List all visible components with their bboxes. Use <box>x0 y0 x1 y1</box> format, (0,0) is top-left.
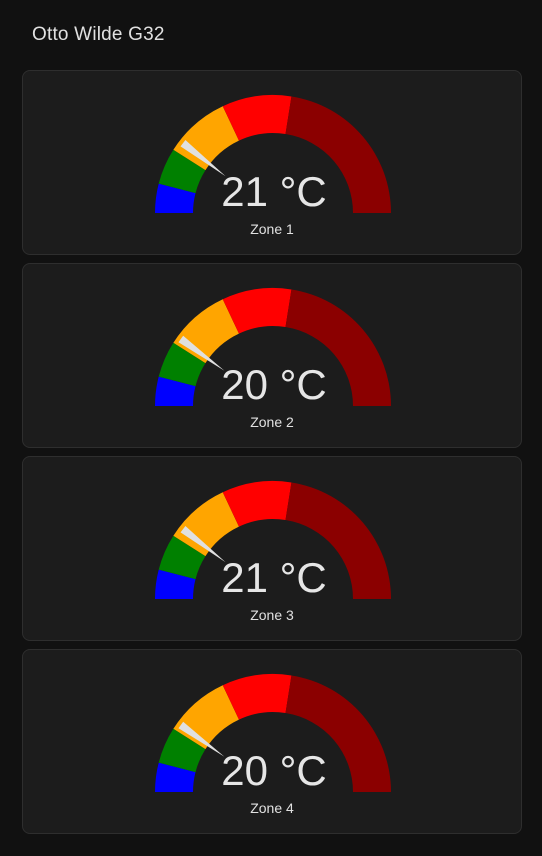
gauge-segment-blue <box>155 376 196 406</box>
gauge-zone-2 <box>155 288 391 406</box>
gauge-zone-3 <box>155 481 391 599</box>
gauge-label: Zone 1 <box>250 221 294 237</box>
gauge-label: Zone 4 <box>250 800 294 816</box>
gauge-segment-orange <box>173 492 239 557</box>
gauge-card-zone-4[interactable]: 20 °C Zone 4 <box>22 649 522 834</box>
gauge-needle <box>180 140 226 177</box>
gauge-card-zone-3[interactable]: 21 °C Zone 3 <box>22 456 522 641</box>
gauge-segment-dark-red <box>285 675 391 792</box>
gauge-segment-orange <box>173 106 239 171</box>
gauge-segment-blue <box>155 183 196 213</box>
gauge-segment-green <box>158 149 206 194</box>
gauge-value-text: 21 °C <box>221 554 327 601</box>
gauge-label: Zone 2 <box>250 414 294 430</box>
gauge-value: 20 °C <box>23 364 521 406</box>
gauge-value-text: 20 °C <box>221 361 327 408</box>
gauge-value: 21 °C <box>23 557 521 599</box>
gauge-card-zone-1[interactable]: 21 °C Zone 1 <box>22 70 522 255</box>
gauge-segment-green <box>158 342 206 387</box>
gauge-segment-red <box>222 674 292 720</box>
gauge-segment-red <box>222 481 292 527</box>
gauge-needle <box>178 335 225 371</box>
gauge-needle <box>180 526 226 563</box>
gauge-value-text: 21 °C <box>221 168 327 215</box>
gauge-card-list: 21 °C Zone 1 20 °C Zone 2 21 °C Zone 3 2… <box>22 70 522 842</box>
page-title: Otto Wilde G32 <box>32 24 165 45</box>
gauge-value: 21 °C <box>23 171 521 213</box>
gauge-segment-red <box>222 95 292 141</box>
gauge-segment-dark-red <box>285 96 391 213</box>
gauge-card-zone-2[interactable]: 20 °C Zone 2 <box>22 263 522 448</box>
gauge-value-text: 20 °C <box>221 747 327 794</box>
gauge-segment-blue <box>155 569 196 599</box>
gauge-label: Zone 3 <box>250 607 294 623</box>
gauge-needle <box>178 721 225 757</box>
gauge-value: 20 °C <box>23 750 521 792</box>
gauge-segment-dark-red <box>285 482 391 599</box>
gauge-segment-blue <box>155 762 196 792</box>
gauge-zone-1 <box>155 95 391 213</box>
gauge-segment-green <box>158 535 206 580</box>
gauge-segment-green <box>158 728 206 773</box>
gauge-segment-red <box>222 288 292 334</box>
gauge-segment-dark-red <box>285 289 391 406</box>
gauge-zone-4 <box>155 674 391 792</box>
